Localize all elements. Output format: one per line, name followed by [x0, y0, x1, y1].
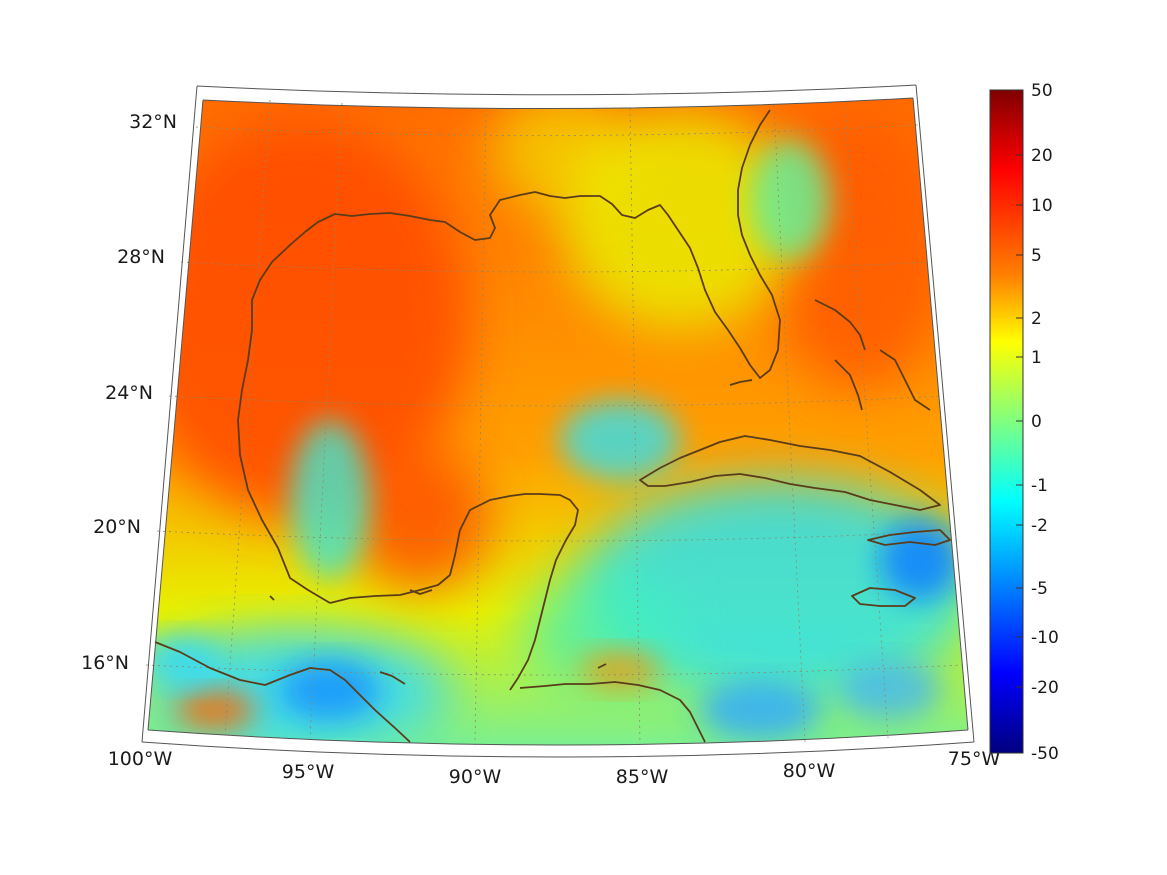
lon-label-85: 85°W: [616, 766, 669, 788]
lon-label-100: 100°W: [108, 748, 173, 770]
colorbar-label: -2: [1031, 516, 1048, 536]
colorbar: 50 20 10 5 2 1 0 -1 -2 -5 -10 -20 -50: [989, 81, 1059, 764]
lon-label-95: 95°W: [282, 761, 335, 783]
colorbar-label: 50: [1031, 81, 1053, 101]
lat-label-28: 28°N: [117, 246, 165, 268]
graticule: [145, 99, 964, 746]
colorbar-ticks: [1016, 154, 1023, 688]
lon-label-90: 90°W: [449, 766, 502, 788]
colorbar-label: 5: [1031, 246, 1042, 266]
coastlines: [154, 109, 951, 743]
colorbar-label: -10: [1031, 628, 1059, 648]
colorbar-label: -1: [1031, 476, 1048, 496]
lat-label-20: 20°N: [93, 516, 141, 538]
coastline-pacific: [154, 641, 411, 743]
coastline-hispaniola: [867, 529, 951, 546]
lat-label-24: 24°N: [105, 382, 153, 404]
coastline-us-gulf: [237, 109, 781, 604]
colorbar-label: 1: [1031, 348, 1042, 368]
colorbar-label: 10: [1031, 196, 1053, 216]
lon-label-75: 75°W: [948, 748, 1001, 770]
coastline-cuba: [639, 435, 941, 511]
colorbar-label: -50: [1031, 744, 1059, 764]
coastline-jamaica: [851, 587, 916, 607]
lat-label-32: 32°N: [129, 111, 177, 133]
data-field: [148, 98, 968, 745]
lon-label-80: 80°W: [783, 760, 836, 782]
latitude-labels: 32°N 28°N 24°N 20°N 16°N: [81, 111, 177, 674]
longitude-labels: 100°W 95°W 90°W 85°W 80°W 75°W: [108, 748, 1001, 788]
colorbar-label: 0: [1031, 412, 1042, 432]
colorbar-label: -5: [1031, 579, 1048, 599]
lat-label-16: 16°N: [81, 652, 129, 674]
colorbar-label: 2: [1031, 309, 1042, 329]
colorbar-label: -20: [1031, 678, 1059, 698]
map-frame: [141, 84, 975, 758]
coastline-mexico: [329, 493, 579, 691]
coastline-central-america: [519, 681, 706, 743]
colorbar-label: 20: [1031, 146, 1053, 166]
